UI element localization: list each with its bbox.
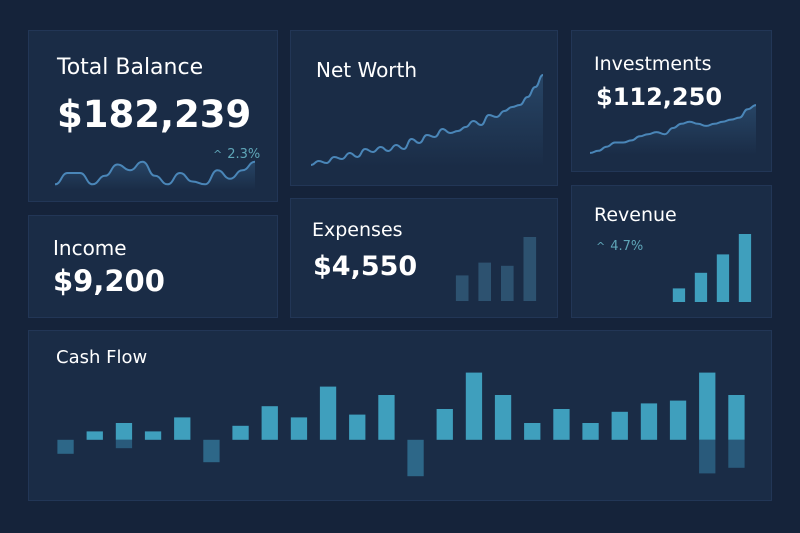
series-line [589, 104, 757, 154]
bar [232, 425, 249, 440]
total-balance-trend: ^ 2.3% [213, 147, 260, 162]
bar [478, 262, 491, 301]
bar [86, 431, 103, 440]
revenue-trend: ^ 4.7% [596, 239, 643, 254]
bar [611, 411, 628, 440]
bar-negative [115, 439, 133, 449]
line-area [311, 75, 543, 167]
total-balance-value: $182,239 [57, 93, 252, 136]
chevron-up-icon: ^ [213, 148, 223, 161]
bar [57, 439, 74, 454]
investments-value: $112,250 [596, 83, 723, 111]
bar [728, 395, 745, 440]
revenue-card[interactable]: Revenue ^ 4.7% [571, 185, 772, 318]
bar [672, 288, 686, 302]
bar [523, 237, 537, 301]
total-balance-card[interactable]: Total Balance $182,239 ^ 2.3% [28, 30, 278, 202]
income-card[interactable]: Income $9,200 [28, 215, 278, 318]
investments-card[interactable]: Investments $112,250 [571, 30, 772, 172]
series-line [310, 74, 544, 166]
revenue-chart [672, 234, 752, 302]
bar [669, 400, 687, 440]
bar [524, 423, 541, 440]
bar [319, 386, 337, 440]
bar [144, 431, 162, 440]
bar-negative [699, 439, 716, 474]
bar [553, 409, 570, 440]
bar [501, 265, 514, 301]
expenses-chart [455, 237, 537, 301]
bar [738, 234, 752, 302]
expenses-value: $4,550 [313, 251, 418, 282]
net-worth-chart [310, 74, 544, 167]
bar [436, 409, 453, 440]
bar [699, 372, 716, 440]
bar [378, 395, 395, 440]
bar [349, 414, 366, 440]
bar [716, 254, 730, 302]
total-balance-trend-value: 2.3% [227, 147, 261, 162]
line-area [590, 105, 756, 155]
bar [290, 417, 308, 440]
bar [455, 275, 469, 301]
bar [582, 423, 599, 440]
bar [203, 439, 220, 463]
bar [174, 417, 191, 440]
cash-flow-card[interactable]: Cash Flow [28, 330, 772, 501]
income-value: $9,200 [53, 264, 165, 298]
net-worth-title: Net Worth [316, 58, 418, 82]
chevron-up-icon: ^ [596, 240, 606, 253]
net-worth-card[interactable]: Net Worth [290, 30, 558, 186]
bar [694, 272, 708, 302]
revenue-trend-value: 4.7% [610, 239, 644, 254]
total-balance-title: Total Balance [57, 55, 204, 80]
investments-chart [589, 104, 757, 155]
bar [494, 395, 512, 440]
total-balance-sparkline [54, 160, 256, 190]
cash-flow-title: Cash Flow [56, 347, 148, 368]
expenses-card[interactable]: Expenses $4,550 [290, 198, 558, 318]
income-title: Income [53, 236, 127, 260]
series-line [54, 160, 256, 186]
revenue-title: Revenue [594, 204, 677, 226]
expenses-title: Expenses [312, 219, 403, 241]
bar [115, 423, 133, 440]
bar [261, 406, 278, 440]
bar [407, 439, 424, 477]
investments-title: Investments [594, 53, 712, 75]
bar [640, 403, 658, 440]
cash-flow-chart [57, 372, 745, 477]
bar-negative [728, 439, 745, 468]
bar [465, 372, 483, 440]
